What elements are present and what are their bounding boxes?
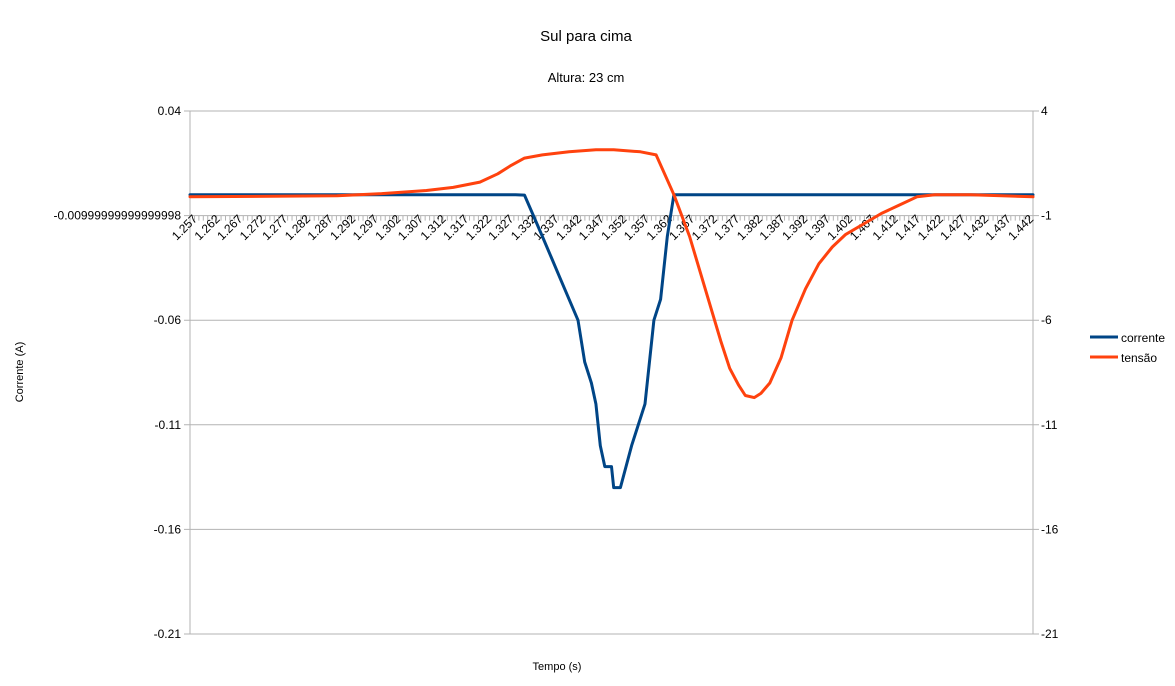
right-axis-ticks: 4 -1 -6 -11 -16 -21 [1041,104,1059,641]
right-tick-label: -16 [1041,522,1059,536]
left-tick-label: -0.11 [155,418,182,432]
left-tick-label: -0.21 [154,627,182,641]
legend-label-corrente: corrente [1121,331,1165,345]
x-axis-title: Tempo (s) [533,661,582,673]
right-tick-label: -11 [1041,418,1058,432]
left-tick-label: -0.00999999999999998 [54,209,182,223]
right-tick-label: -21 [1041,627,1059,641]
right-tick-label: -6 [1041,313,1052,327]
right-tick-label: 4 [1041,104,1048,118]
left-axis-ticks: 0.04 -0.00999999999999998 -0.06 -0.11 -0.16 -… [54,104,182,641]
legend-label-tensao: tensão [1121,351,1157,365]
x-tick-label: 1.442 [1005,212,1036,243]
chart-title: Sul para cima [540,28,632,45]
left-tick-label: -0.16 [154,522,182,536]
series-line-tensao [188,148,1035,400]
chart-subtitle: Altura: 23 cm [548,70,625,85]
legend: corrente tensão [1090,331,1165,365]
left-tick-label: 0.04 [158,104,182,118]
series-line-corrente [188,193,1035,490]
right-tick-label: -1 [1041,209,1052,223]
series-lines [188,148,1035,490]
gridlines [184,110,1039,635]
y-axis-title: Corrente (A) [14,342,26,403]
left-tick-label: -0.06 [154,313,182,327]
